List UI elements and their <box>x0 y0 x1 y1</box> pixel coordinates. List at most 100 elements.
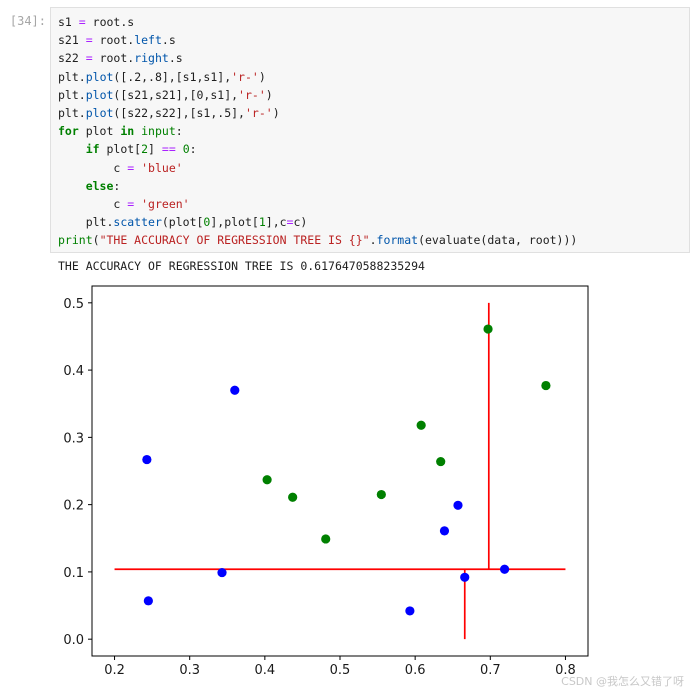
x-tick-label: 0.8 <box>555 663 576 678</box>
y-tick-label: 0.1 <box>63 566 84 581</box>
green-point <box>262 475 272 485</box>
code-token: . <box>369 233 377 248</box>
code-token: 'blue' <box>141 160 183 175</box>
code-token: plot <box>85 87 114 102</box>
code-token: s22 <box>58 51 79 66</box>
code-token: root <box>99 51 128 66</box>
green-point <box>321 534 331 544</box>
plot-frame <box>91 285 589 657</box>
code-token: root <box>92 15 121 29</box>
scatter-plot: 0.2 0.3 0.4 0.5 0.6 0.7 0.8 0.0 0.1 0.2 0.3 0.4 0.5 <box>63 285 589 678</box>
code-token: plt <box>58 105 79 120</box>
code-token: 'r-' <box>231 69 259 84</box>
blue-point <box>453 500 463 510</box>
code-token: left <box>134 33 162 48</box>
code-token: == <box>161 142 176 157</box>
code-token: right <box>134 51 169 66</box>
code-token: plt <box>58 215 107 230</box>
code-token: scatter <box>113 215 162 230</box>
code-line: c = 'blue' <box>58 159 577 177</box>
green-point <box>436 456 446 467</box>
code-line: if plot[2] == 0: <box>58 140 577 158</box>
code-token: print <box>58 233 93 248</box>
code-token: = <box>127 196 135 211</box>
code-token: ) <box>258 69 266 84</box>
blue-point <box>499 564 510 574</box>
code-token: . <box>127 51 135 66</box>
code-token: . <box>78 69 86 84</box>
code-line: plt.plot([.2,.8],[s1,s1],'r-') <box>58 68 577 86</box>
code-token: = <box>71 15 93 29</box>
code-token: plt <box>58 87 79 102</box>
code-token: : <box>113 178 121 193</box>
code-token: 0 <box>203 215 211 230</box>
code-token: ) <box>265 87 273 102</box>
code-token: s <box>175 51 183 66</box>
code-token: : <box>189 142 197 157</box>
code-token: . <box>161 33 169 48</box>
code-token: ) <box>272 105 280 120</box>
code-token: ([s21,s21],[0,s1], <box>113 87 239 102</box>
code-line: print("THE ACCURACY OF REGRESSION TREE I… <box>58 231 577 249</box>
code-token: (evaluate(data, root))) <box>418 233 578 248</box>
code-token: . <box>78 105 86 120</box>
code-token: ],c <box>265 215 287 230</box>
code-token: 2 <box>141 142 149 157</box>
x-tick-label: 0.3 <box>179 663 200 678</box>
code-token: if <box>85 142 100 157</box>
code-token: 'r-' <box>238 87 266 102</box>
y-tick-label: 0.5 <box>63 297 84 312</box>
cell-output: THE ACCURACY OF REGRESSION TREE IS 0.617… <box>58 259 425 273</box>
code-token <box>176 142 183 156</box>
code-token: = <box>127 160 135 175</box>
code-token: s <box>168 33 176 48</box>
blue-point <box>439 526 450 536</box>
code-token: : <box>175 124 183 139</box>
code-cell[interactable]: s1 = root.s s21 = root.left.s s22 = root.r… <box>50 7 690 253</box>
code-line: s22 = root.right.s <box>58 49 577 67</box>
code-token: 1 <box>258 215 266 230</box>
code-line: s21 = root.left.s <box>58 31 577 49</box>
code-token: 'green' <box>141 196 190 211</box>
code-line: for plot in input: <box>58 122 577 140</box>
code-line: plt.plot([s21,s21],[0,s1],'r-') <box>58 86 577 104</box>
code-editor[interactable]: s1 = root.s s21 = root.left.s s22 = root.r… <box>58 13 577 249</box>
code-token: (plot[ <box>161 215 204 230</box>
blue-point <box>460 572 470 582</box>
green-point <box>416 420 426 430</box>
code-token: else <box>85 178 114 193</box>
x-tick-label: 0.4 <box>255 663 276 678</box>
code-token: plot[ <box>99 142 142 157</box>
code-line: c = 'green' <box>58 195 577 213</box>
x-tick-label: 0.2 <box>104 663 125 678</box>
code-token: s21 <box>58 33 79 48</box>
code-token: root <box>99 33 128 48</box>
code-token: c <box>58 160 128 175</box>
blue-point <box>142 454 152 465</box>
code-token: 'r-' <box>244 105 273 120</box>
y-tick-label: 0.2 <box>63 499 84 514</box>
code-token: . <box>120 15 128 29</box>
green-point <box>483 324 493 334</box>
x-tick-label: 0.5 <box>330 663 351 678</box>
code-token: plot <box>85 69 114 84</box>
y-tick-label: 0.0 <box>63 633 84 648</box>
y-tick-label: 0.4 <box>63 364 84 379</box>
code-token: c <box>58 196 128 211</box>
code-line: s1 = root.s <box>58 13 577 31</box>
code-token: s <box>127 15 135 29</box>
code-token <box>58 142 86 156</box>
code-token: for <box>58 124 79 139</box>
code-token <box>58 179 86 193</box>
code-token: c) <box>293 215 308 230</box>
green-point <box>288 492 298 502</box>
code-token: 0 <box>182 142 190 157</box>
code-line: else: <box>58 177 577 195</box>
code-token: s1 <box>58 15 72 29</box>
code-token: input <box>141 124 176 139</box>
code-token: ([.2,.8],[s1,s1], <box>113 69 232 84</box>
code-token: "THE ACCURACY OF REGRESSION TREE IS {}" <box>99 233 370 248</box>
x-tick-label: 0.6 <box>405 663 426 678</box>
code-token: plt <box>58 69 79 84</box>
green-point <box>541 380 551 391</box>
